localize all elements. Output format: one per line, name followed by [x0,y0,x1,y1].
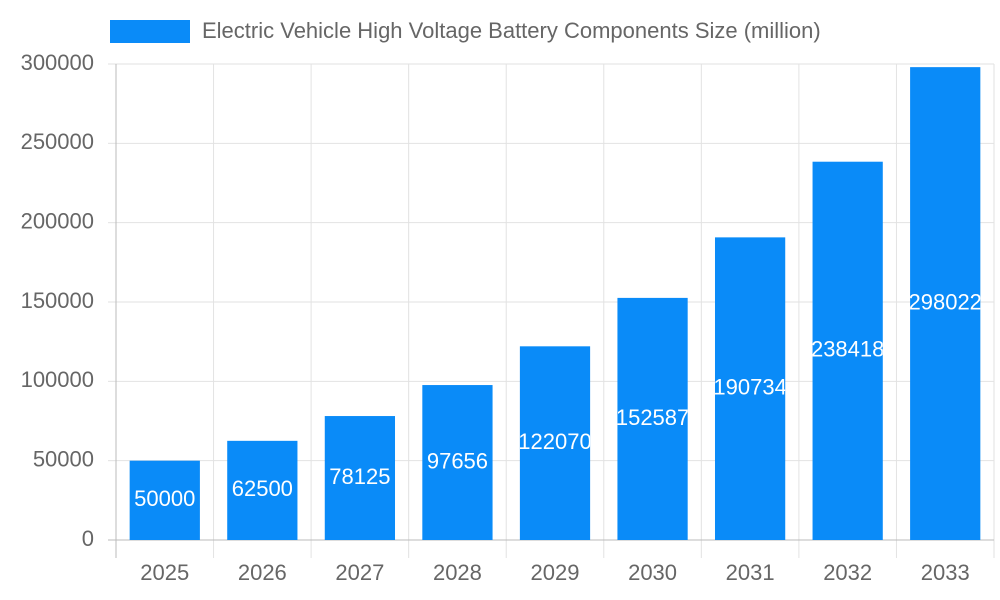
bar [519,346,591,540]
y-tick-label: 0 [82,526,94,551]
x-tick-label: 2025 [140,560,189,585]
y-tick-label: 300000 [21,50,94,75]
x-tick-label: 2032 [823,560,872,585]
y-tick-label: 150000 [21,288,94,313]
bar [812,161,883,540]
value-label: 50000 [134,486,195,511]
x-tick-label: 2029 [531,560,580,585]
value-label: 97656 [427,448,488,473]
legend-swatch [110,20,190,43]
bar [910,67,981,540]
x-tick-label: 2033 [921,560,970,585]
legend-label: Electric Vehicle High Voltage Battery Co… [202,18,821,43]
value-label: 298022 [909,289,982,314]
value-label: 122070 [518,429,591,454]
bar [129,460,200,540]
bar [324,416,396,540]
x-tick-label: 2027 [335,560,384,585]
y-tick-label: 200000 [21,208,94,233]
bar [617,297,688,540]
y-tick-label: 100000 [21,367,94,392]
bar [714,237,786,540]
y-tick-label: 50000 [33,446,94,471]
y-tick-label: 250000 [21,129,94,154]
value-label: 238418 [811,337,884,362]
value-label: 190734 [713,374,786,399]
bar [422,385,493,540]
x-tick-label: 2031 [726,560,775,585]
value-label: 152587 [616,405,689,430]
x-tick-label: 2026 [238,560,287,585]
value-label: 62500 [232,476,293,501]
x-tick-label: 2030 [628,560,677,585]
x-tick-label: 2028 [433,560,482,585]
value-label: 78125 [329,464,390,489]
bar [227,440,298,540]
